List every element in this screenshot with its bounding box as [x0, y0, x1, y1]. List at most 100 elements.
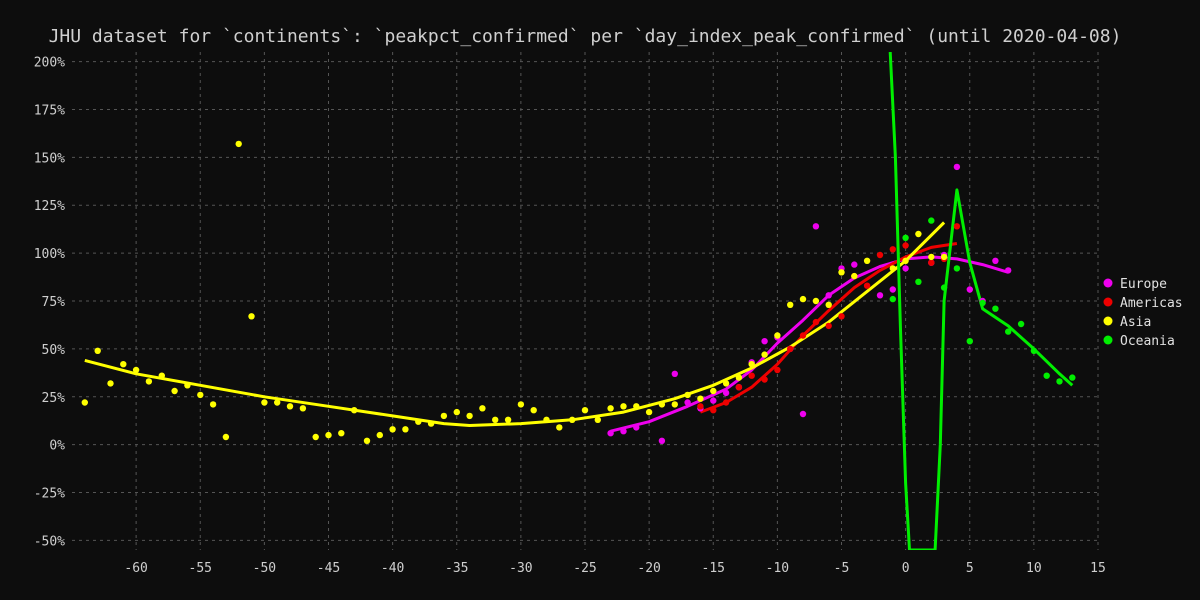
americas-data-point: [889, 246, 896, 253]
asia-data-point: [120, 361, 127, 368]
asia-data-point: [145, 378, 153, 385]
europe-data-point: [812, 223, 820, 230]
asia-data-point: [710, 387, 717, 395]
europe-data-point: [825, 292, 832, 299]
americas-data-point: [787, 345, 794, 353]
oceania-legend-marker: [1103, 335, 1113, 345]
asia-data-point: [94, 347, 101, 354]
europe-data-point: [607, 430, 614, 437]
x-tick-label: -30: [509, 561, 532, 576]
x-tick-label: 10: [1026, 561, 1042, 576]
asia-data-point: [184, 382, 191, 389]
asia-data-point: [440, 412, 448, 420]
y-tick-label: 0%: [49, 439, 65, 454]
asia-data-point: [940, 253, 948, 261]
oceania-data-point: [992, 305, 999, 312]
y-tick-label: 200%: [34, 56, 65, 71]
oceania-data-point: [1030, 347, 1038, 354]
oceania-legend-label: Oceania: [1120, 334, 1175, 349]
x-tick-label: -15: [702, 561, 725, 576]
asia-data-point: [851, 272, 858, 280]
oceania-data-point: [953, 265, 961, 272]
y-tick-label: -50%: [34, 534, 65, 549]
americas-legend-marker: [1103, 297, 1113, 307]
asia-data-point: [132, 366, 140, 374]
asia-data-point: [415, 418, 422, 425]
x-tick-label: 5: [966, 561, 974, 576]
asia-data-point: [299, 405, 307, 412]
asia-data-point: [838, 269, 845, 276]
asia-legend-label: Asia: [1120, 315, 1151, 330]
asia-data-point: [581, 407, 589, 414]
europe-data-point: [684, 399, 691, 406]
asia-data-point: [928, 253, 935, 261]
grid: [72, 52, 1099, 550]
axis-ticks: -60 -55 -50 -45 -40 -35 -30 -25 -20 -15 -10 -5 0 5 10 1…: [34, 56, 1106, 576]
asia-data-point: [607, 405, 614, 412]
oceania-data-point: [940, 284, 948, 291]
asia-data-point: [671, 401, 678, 408]
europe-data-point: [620, 428, 627, 435]
asia-data-point: [453, 408, 460, 416]
x-tick-label: -25: [573, 561, 596, 576]
asia-data-point: [658, 401, 666, 408]
y-tick-label: 125%: [34, 199, 65, 214]
asia-data-point: [915, 230, 922, 238]
y-tick-label: 175%: [34, 103, 65, 118]
asia-data-point: [594, 416, 601, 423]
x-tick-label: -55: [189, 561, 212, 576]
oceania-data-point: [1005, 328, 1012, 335]
americas-data-point: [799, 332, 807, 339]
asia-data-point: [312, 433, 319, 441]
asia-data-point: [274, 399, 281, 406]
americas-data-point: [863, 282, 871, 289]
europe-data-point: [902, 265, 909, 272]
asia-data-point: [466, 412, 473, 420]
x-tick-label: -45: [317, 561, 340, 576]
americas-data-point: [953, 223, 961, 230]
europe-legend-marker: [1103, 278, 1113, 288]
oceania-data-point: [1017, 320, 1025, 328]
asia-data-point: [774, 332, 781, 339]
europe-data-point: [851, 261, 858, 268]
europe-legend-label: Europe: [1120, 277, 1167, 292]
asia-data-point: [812, 297, 820, 305]
asia-data-point: [787, 301, 794, 308]
europe-data-point: [953, 163, 961, 171]
asia-data-point: [902, 257, 909, 264]
americas-data-point: [774, 366, 781, 374]
asia-data-point: [158, 372, 165, 379]
asia-data-point: [209, 401, 217, 408]
x-tick-label: -20: [637, 561, 660, 576]
x-tick-label: 15: [1090, 561, 1106, 576]
asia-data-point: [761, 351, 768, 358]
asia-data-point: [325, 431, 332, 439]
europe-data-point: [992, 257, 999, 264]
x-tick-label: 0: [902, 561, 910, 576]
americas-data-point: [722, 399, 730, 406]
y-tick-label: -25%: [34, 487, 65, 502]
x-tick-label: -10: [766, 561, 789, 576]
americas-data-point: [812, 318, 820, 326]
asia-data-point: [543, 416, 550, 423]
asia-data-point: [261, 399, 268, 406]
y-tick-label: 50%: [42, 343, 66, 358]
asia-data-point: [530, 407, 537, 414]
y-tick-label: 150%: [34, 151, 65, 166]
asia-data-point: [235, 140, 242, 148]
europe-data-point: [966, 286, 973, 293]
oceania-data-point: [979, 299, 986, 307]
oceania-data-point: [889, 295, 896, 303]
americas-data-point: [710, 407, 717, 414]
americas-data-point: [735, 384, 743, 391]
asia-data-point: [171, 387, 178, 395]
oceania-data-point: [1069, 374, 1076, 381]
asia-data-point: [735, 374, 743, 381]
asia-data-point: [684, 391, 691, 399]
europe-data-point: [761, 338, 768, 345]
asia-data-point: [633, 403, 640, 410]
americas-data-point: [697, 403, 704, 410]
asia-data-point: [402, 426, 409, 433]
americas-data-point: [838, 313, 845, 320]
asia-data-point: [479, 405, 486, 412]
